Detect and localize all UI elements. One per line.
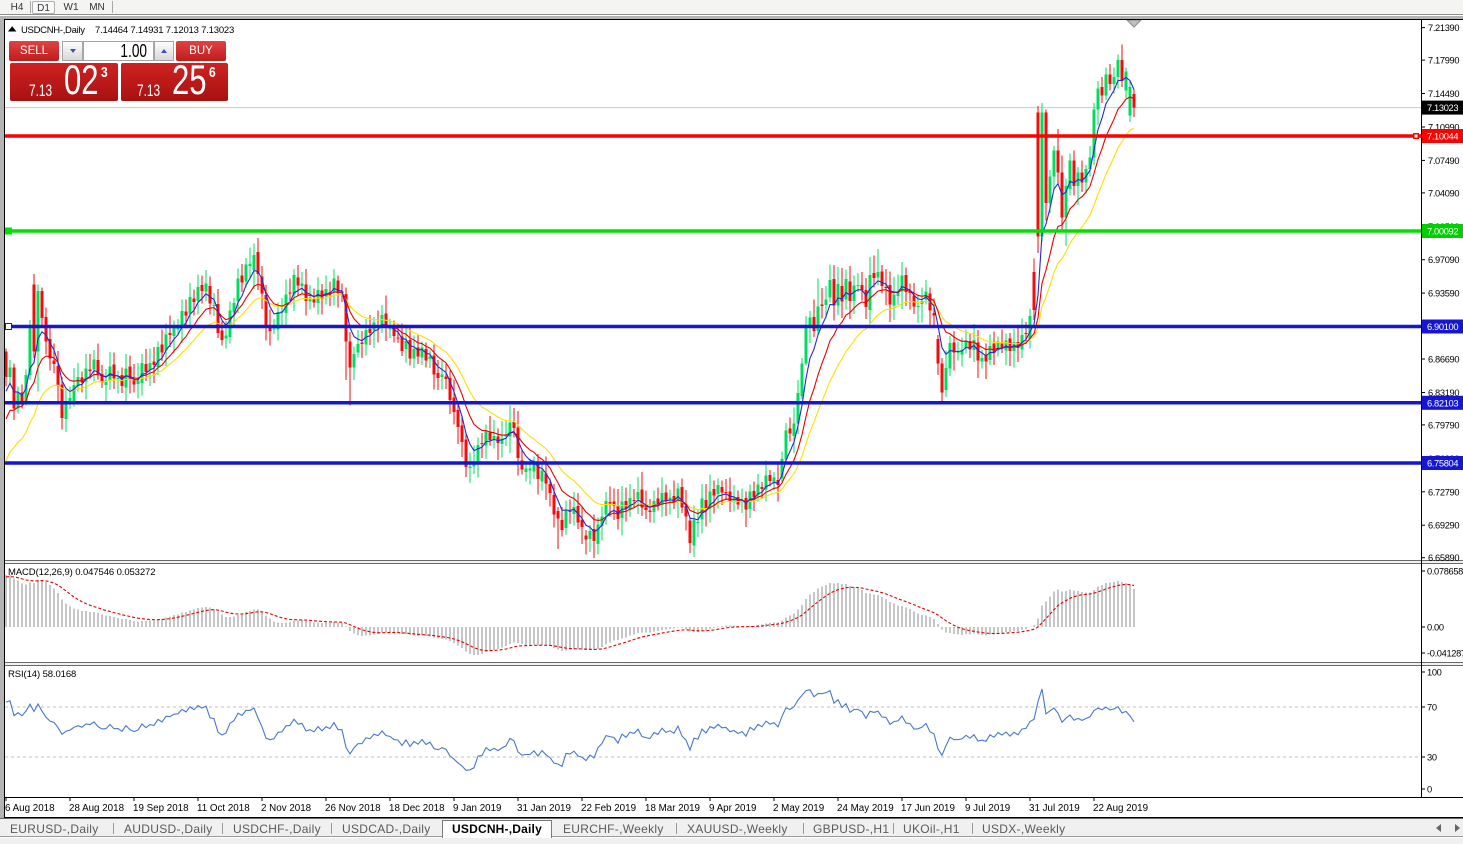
- svg-text:30: 30: [1427, 753, 1437, 763]
- svg-text:6.72790: 6.72790: [1428, 487, 1459, 497]
- svg-text:6.65890: 6.65890: [1428, 553, 1459, 563]
- svg-text:7.14464 7.14931 7.12013 7.1302: 7.14464 7.14931 7.12013 7.13023: [95, 25, 234, 36]
- svg-text:6 Aug 2018: 6 Aug 2018: [5, 803, 55, 814]
- svg-text:11 Oct 2018: 11 Oct 2018: [197, 803, 250, 814]
- svg-text:USDCNH-,Daily: USDCNH-,Daily: [21, 25, 85, 36]
- svg-text:7.00092: 7.00092: [1427, 227, 1458, 237]
- svg-text:6.69290: 6.69290: [1428, 521, 1459, 531]
- svg-text:100: 100: [1427, 668, 1442, 678]
- svg-text:18 Dec 2018: 18 Dec 2018: [389, 803, 445, 814]
- svg-text:MACD(12,26,9) 0.047546 0.05327: MACD(12,26,9) 0.047546 0.053272: [8, 567, 155, 578]
- svg-text:2 Nov 2018: 2 Nov 2018: [261, 803, 312, 814]
- svg-text:26 Nov 2018: 26 Nov 2018: [325, 803, 381, 814]
- svg-text:0: 0: [1427, 785, 1432, 795]
- svg-text:17 Jun 2019: 17 Jun 2019: [901, 803, 955, 814]
- svg-text:7.07490: 7.07490: [1428, 156, 1459, 166]
- svg-text:-0.041287: -0.041287: [1427, 649, 1463, 659]
- svg-text:7.13023: 7.13023: [1427, 103, 1458, 113]
- svg-text:28 Aug 2018: 28 Aug 2018: [69, 803, 125, 814]
- svg-text:6.82103: 6.82103: [1427, 398, 1458, 408]
- svg-text:6.83190: 6.83190: [1428, 388, 1459, 398]
- svg-text:6.97090: 6.97090: [1428, 255, 1459, 265]
- svg-text:9 Jan 2019: 9 Jan 2019: [453, 803, 501, 814]
- svg-text:7.10990: 7.10990: [1428, 123, 1459, 133]
- svg-text:6.93590: 6.93590: [1428, 289, 1459, 299]
- svg-text:7.14490: 7.14490: [1428, 89, 1459, 99]
- svg-text:0.00: 0.00: [1427, 623, 1444, 633]
- svg-text:22 Aug 2019: 22 Aug 2019: [1093, 803, 1148, 814]
- svg-text:9 Jul 2019: 9 Jul 2019: [965, 803, 1010, 814]
- svg-text:2 May 2019: 2 May 2019: [773, 803, 824, 814]
- svg-text:7.10044: 7.10044: [1427, 132, 1458, 142]
- svg-text:6.86690: 6.86690: [1428, 355, 1459, 365]
- svg-text:9 Apr 2019: 9 Apr 2019: [709, 803, 756, 814]
- svg-text:RSI(14) 58.0168: RSI(14) 58.0168: [8, 669, 76, 680]
- svg-text:6.79790: 6.79790: [1428, 420, 1459, 430]
- svg-text:31 Jan 2019: 31 Jan 2019: [517, 803, 571, 814]
- svg-text:22 Feb 2019: 22 Feb 2019: [581, 803, 636, 814]
- svg-text:6.75804: 6.75804: [1427, 459, 1458, 469]
- svg-text:0.078658: 0.078658: [1427, 567, 1463, 577]
- svg-text:7.17990: 7.17990: [1428, 56, 1459, 66]
- svg-text:7.21390: 7.21390: [1428, 23, 1459, 33]
- svg-text:24 May 2019: 24 May 2019: [837, 803, 894, 814]
- svg-text:6.90100: 6.90100: [1427, 322, 1458, 332]
- svg-text:19 Sep 2018: 19 Sep 2018: [133, 803, 189, 814]
- svg-text:31 Jul 2019: 31 Jul 2019: [1029, 803, 1080, 814]
- svg-text:7.04090: 7.04090: [1428, 188, 1459, 198]
- svg-text:70: 70: [1427, 703, 1437, 713]
- svg-text:18 Mar 2019: 18 Mar 2019: [645, 803, 700, 814]
